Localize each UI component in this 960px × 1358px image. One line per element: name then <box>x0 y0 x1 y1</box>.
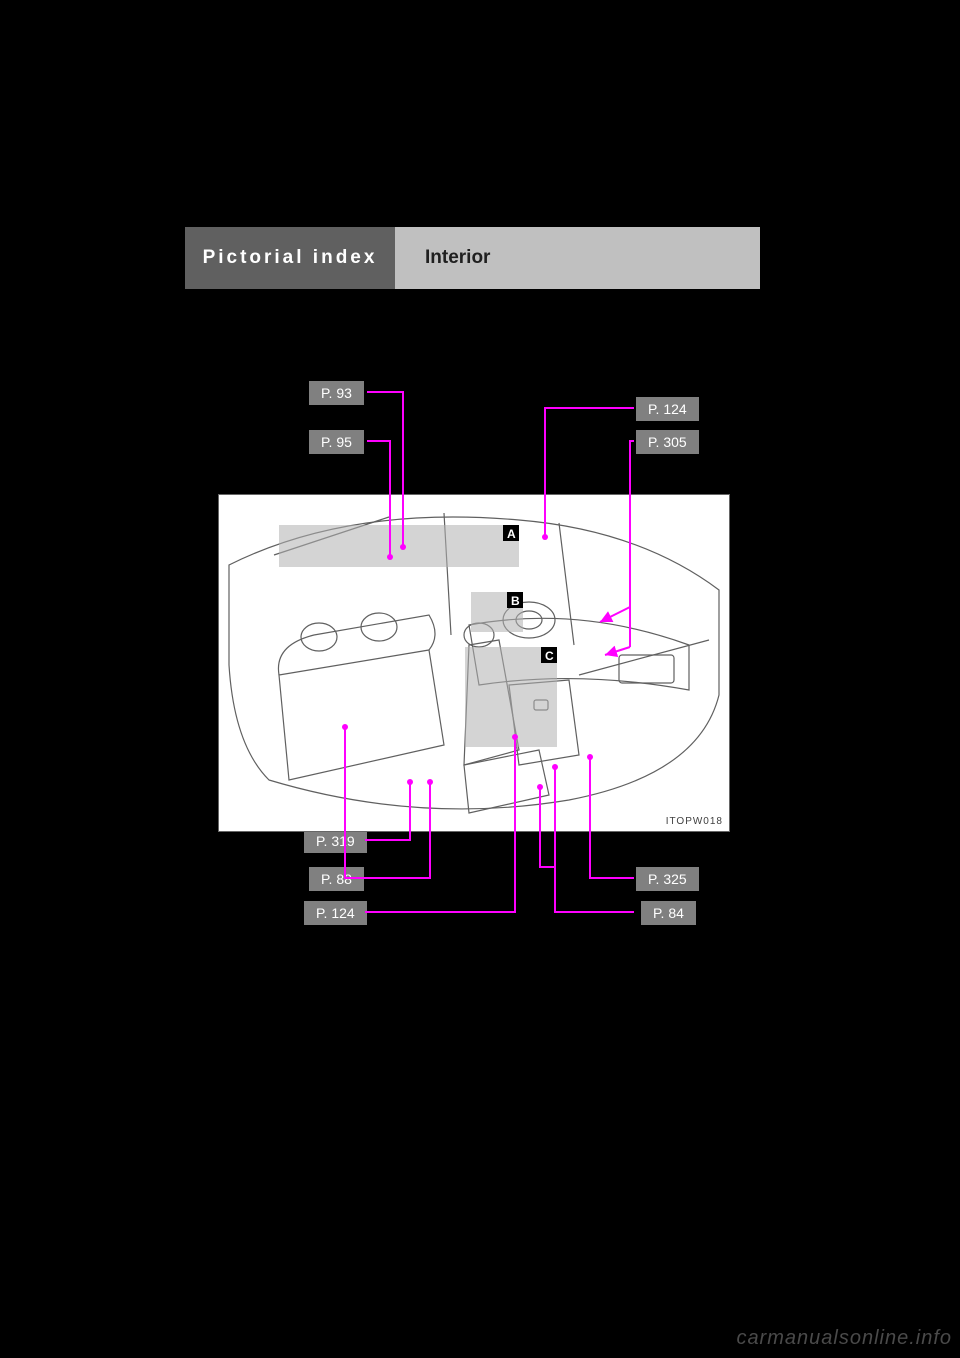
header-bar: Pictorial index Interior <box>185 227 760 289</box>
page-ref: P. 93 <box>309 381 364 405</box>
diagram-code: ITOPW018 <box>666 816 723 827</box>
page-ref-label: P. 93 <box>321 385 352 401</box>
callout-c-text: C <box>545 649 554 663</box>
callout-b-text: B <box>511 594 520 608</box>
header-title-left: Pictorial index <box>203 247 378 269</box>
interior-illustration: A B C <box>219 495 729 831</box>
page-ref-label: P. 319 <box>316 833 355 849</box>
page-ref-label: P. 325 <box>648 871 687 887</box>
callout-a-text: A <box>507 527 516 541</box>
page-ref: P. 325 <box>636 867 699 891</box>
page-ref-label: P. 124 <box>648 401 687 417</box>
manual-page: Pictorial index Interior P. 93 P. 95 P. … <box>185 227 760 947</box>
page-ref: P. 124 <box>636 397 699 421</box>
page-ref: P. 88 <box>309 867 364 891</box>
highlight-a <box>279 525 519 567</box>
page-ref-label: P. 84 <box>653 905 684 921</box>
page-ref-label: P. 124 <box>316 905 355 921</box>
page-ref-label: P. 95 <box>321 434 352 450</box>
page-ref-label: P. 305 <box>648 434 687 450</box>
header-section-dark: Pictorial index <box>185 227 395 289</box>
header-section-light: Interior <box>395 227 760 289</box>
page-ref: P. 124 <box>304 901 367 925</box>
page-ref: P. 95 <box>309 430 364 454</box>
page-ref: P. 305 <box>636 430 699 454</box>
watermark: carmanualsonline.info <box>736 1327 952 1350</box>
page-ref: P. 84 <box>641 901 696 925</box>
header-title-right: Interior <box>425 247 490 269</box>
interior-diagram: A B C ITOPW018 <box>218 494 730 832</box>
page-ref-label: P. 88 <box>321 871 352 887</box>
